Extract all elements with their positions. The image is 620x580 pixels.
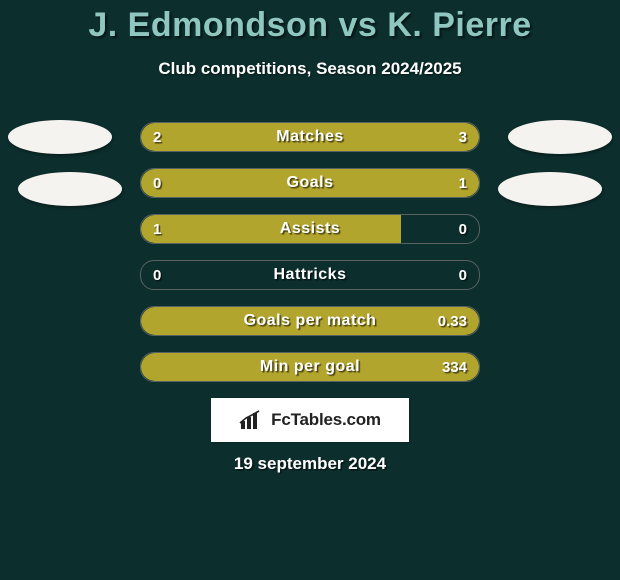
stat-value-right: 3 — [459, 123, 467, 151]
subtitle: Club competitions, Season 2024/2025 — [0, 59, 620, 79]
stat-label: Goals — [141, 169, 479, 197]
stat-row: Goals per match0.33 — [140, 306, 480, 336]
comparison-card: J. Edmondson vs K. Pierre Club competiti… — [0, 0, 620, 580]
stat-value-right: 0.33 — [438, 307, 467, 335]
stat-row: Matches2 3 — [140, 122, 480, 152]
stat-value-right: 334 — [442, 353, 467, 381]
stat-value-left: 2 — [153, 123, 161, 151]
stat-value-right: 0 — [459, 215, 467, 243]
player-right-avatar-top — [508, 120, 612, 154]
stat-label: Min per goal — [141, 353, 479, 381]
stat-rows: Matches23Goals01Assists10Hattricks00Goal… — [140, 122, 480, 398]
stat-value-left: 0 — [153, 169, 161, 197]
stat-row: Goals0 1 — [140, 168, 480, 198]
player-left-avatar-top — [8, 120, 112, 154]
page-title: J. Edmondson vs K. Pierre — [0, 0, 620, 45]
stat-label: Hattricks — [141, 261, 479, 289]
date-line: 19 september 2024 — [0, 454, 620, 474]
stat-label: Goals per match — [141, 307, 479, 335]
brand-logo-text: FcTables.com — [271, 410, 381, 430]
stat-value-left: 0 — [153, 261, 161, 289]
stat-value-right: 0 — [459, 261, 467, 289]
stat-value-left: 1 — [153, 215, 161, 243]
stat-value-right: 1 — [459, 169, 467, 197]
stat-row: Assists1 0 — [140, 214, 480, 244]
stat-row: Hattricks0 0 — [140, 260, 480, 290]
stat-label: Assists — [141, 215, 479, 243]
stat-label: Matches — [141, 123, 479, 151]
player-right-avatar-bottom — [498, 172, 602, 206]
bar-chart-icon — [239, 409, 265, 431]
brand-logo: FcTables.com — [211, 398, 409, 442]
player-left-avatar-bottom — [18, 172, 122, 206]
stat-row: Min per goal334 — [140, 352, 480, 382]
